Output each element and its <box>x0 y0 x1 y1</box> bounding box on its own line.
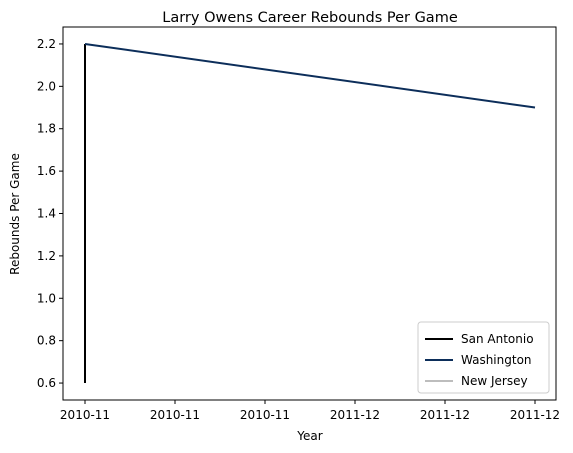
y-axis: 0.6 0.8 1.0 1.2 1.4 1.6 1.8 2.0 2.2 <box>37 37 63 390</box>
x-tick-label: 2011-12 <box>330 408 380 422</box>
legend-label: San Antonio <box>461 332 534 346</box>
x-tick-label: 2010-11 <box>150 408 200 422</box>
y-tick-label: 2.0 <box>37 79 56 93</box>
y-axis-title: Rebounds Per Game <box>8 153 22 275</box>
chart-title: Larry Owens Career Rebounds Per Game <box>162 10 458 26</box>
y-tick-label: 1.6 <box>37 164 56 178</box>
legend-label: Washington <box>461 353 532 367</box>
x-tick-label: 2010-11 <box>240 408 290 422</box>
legend-label: New Jersey <box>461 374 528 388</box>
y-tick-label: 0.8 <box>37 334 56 348</box>
legend: San Antonio Washington New Jersey <box>417 321 550 394</box>
series-lines <box>84 42 536 384</box>
y-tick-label: 1.0 <box>37 291 56 305</box>
x-tick-label: 2011-12 <box>510 408 560 422</box>
y-tick-label: 2.2 <box>37 37 56 51</box>
y-tick-label: 0.6 <box>37 376 56 390</box>
y-tick-label: 1.8 <box>37 122 56 136</box>
x-axis-title: Year <box>296 429 322 443</box>
x-tick-label: 2010-11 <box>60 408 110 422</box>
y-tick-label: 1.4 <box>37 207 56 221</box>
x-axis: 2010-11 2010-11 2010-11 2011-12 2011-12 2011-… <box>60 400 560 422</box>
x-tick-label: 2011-12 <box>420 408 470 422</box>
y-tick-label: 1.2 <box>37 249 56 263</box>
series-line-1 <box>84 42 536 109</box>
